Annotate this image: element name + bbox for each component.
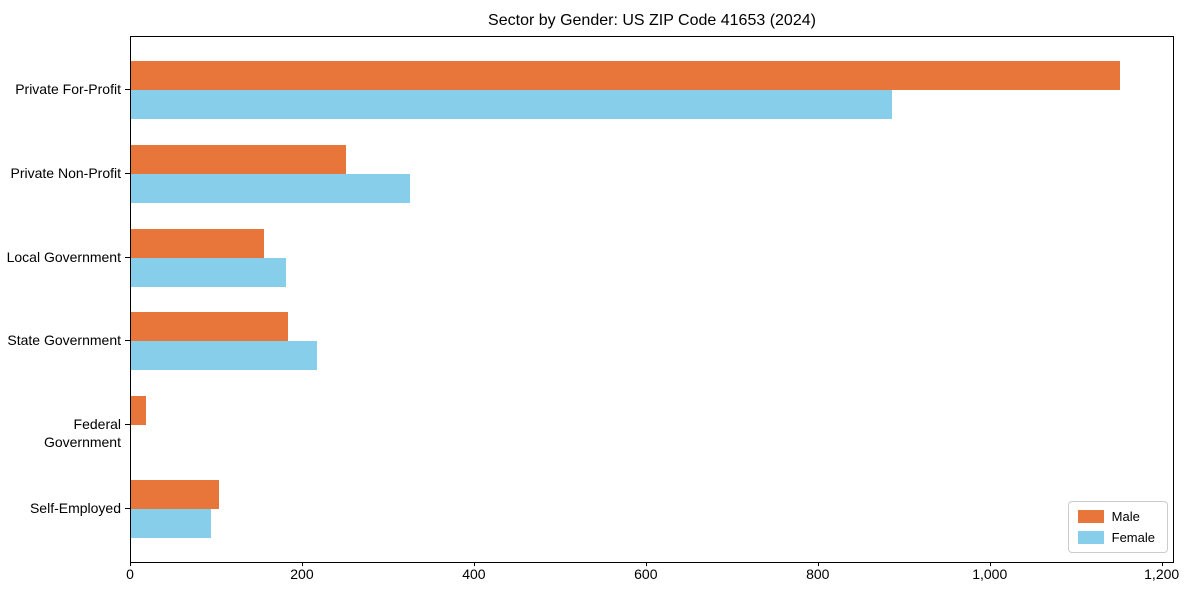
x-tick-label: 1,200 xyxy=(1144,566,1180,582)
y-tick-label: State Government xyxy=(7,332,121,349)
y-tick-mark xyxy=(125,340,130,342)
y-tick-label: Private Non-Profit xyxy=(10,164,121,181)
x-tick-label: 1,000 xyxy=(972,566,1008,582)
legend-label: Female xyxy=(1111,530,1155,545)
bar-male-self-employed xyxy=(131,480,219,509)
legend: Male Female xyxy=(1067,501,1168,553)
bar-female-private-for-profit xyxy=(131,90,892,119)
x-tick-label: 600 xyxy=(634,566,658,582)
y-tick-label: Self-Employed xyxy=(29,500,121,516)
bar-male-private-non-profit xyxy=(131,144,346,174)
legend-item-female: Female xyxy=(1077,530,1155,545)
x-tick-mark xyxy=(1161,562,1163,566)
x-tick-label: 0 xyxy=(126,566,134,582)
bar-male-federal-government xyxy=(131,396,146,426)
x-tick-label: 200 xyxy=(290,566,314,582)
y-tick-label: Federal Government xyxy=(43,416,121,451)
x-tick-label: 800 xyxy=(806,566,830,582)
bar-male-state-government xyxy=(131,312,289,342)
bar-female-local-government xyxy=(131,257,286,287)
y-tick-label: Local Government xyxy=(6,248,121,265)
x-tick-mark xyxy=(301,562,303,566)
bar-female-private-non-profit xyxy=(131,173,411,203)
x-tick-mark xyxy=(989,562,991,566)
x-tick-mark xyxy=(645,562,647,566)
plot-area: Male Female xyxy=(130,36,1174,563)
legend-label: Male xyxy=(1111,509,1140,524)
legend-swatch-female xyxy=(1077,531,1104,544)
legend-item-male: Male xyxy=(1077,509,1155,524)
x-tick-mark xyxy=(130,562,131,566)
bar-female-state-government xyxy=(131,341,317,371)
x-tick-mark xyxy=(817,562,819,566)
bar-male-private-for-profit xyxy=(131,61,1120,90)
y-tick-mark xyxy=(125,89,130,90)
bar-male-local-government xyxy=(131,228,265,258)
y-tick-mark xyxy=(125,256,130,258)
y-tick-mark xyxy=(125,424,130,426)
y-tick-mark xyxy=(125,172,130,174)
y-tick-mark xyxy=(125,508,130,509)
x-tick-label: 400 xyxy=(462,566,486,582)
y-tick-label: Private For-Profit xyxy=(15,81,121,97)
legend-swatch-male xyxy=(1077,510,1104,523)
bar-female-self-employed xyxy=(131,509,211,538)
x-tick-mark xyxy=(473,562,475,566)
chart-title: Sector by Gender: US ZIP Code 41653 (202… xyxy=(488,12,816,29)
